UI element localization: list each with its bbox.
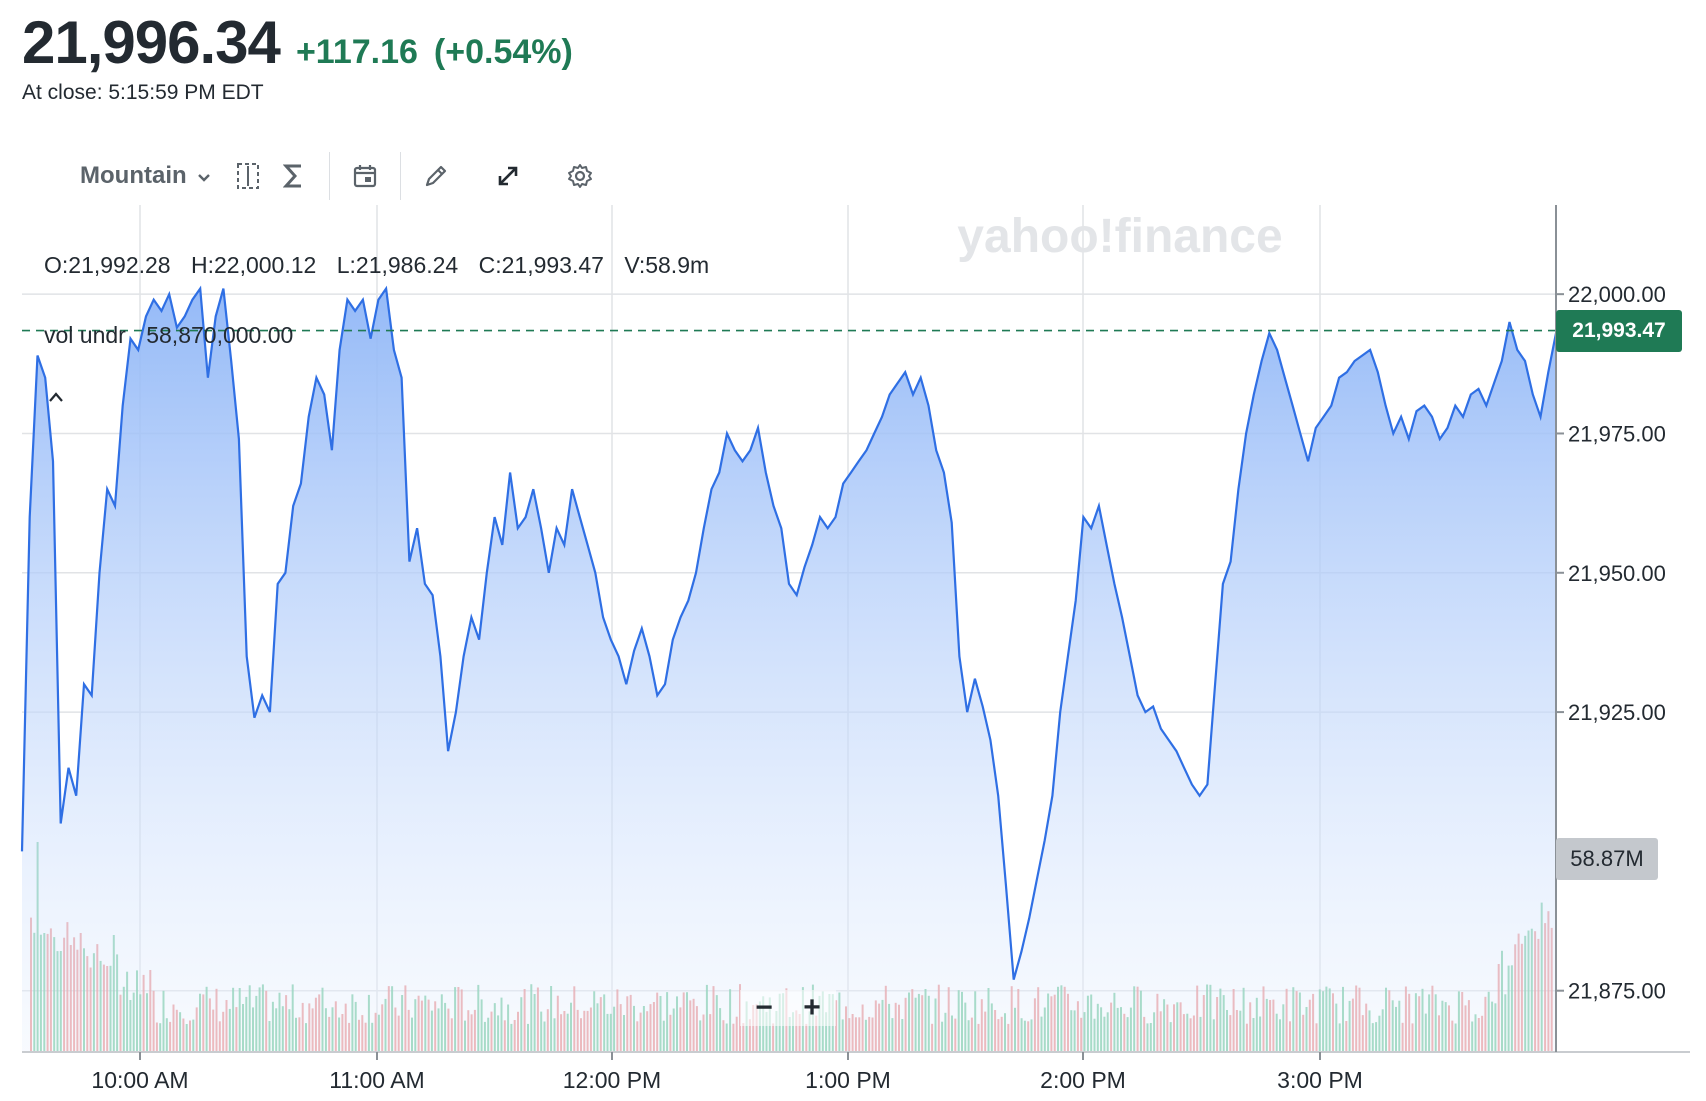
- chart-type-select[interactable]: Mountain: [60, 152, 225, 200]
- x-tick-label: 10:00 AM: [91, 1067, 188, 1093]
- volume-indicator-label: vol undr: [44, 322, 126, 348]
- y-tick-label: 21,925.00: [1568, 700, 1666, 725]
- chevron-down-icon: [197, 162, 211, 190]
- volume-indicator-value: 58,870,000.00: [146, 322, 294, 348]
- ohlc-readout: O:21,992.28 H:22,000.12 L:21,986.24 C:21…: [44, 252, 723, 279]
- yahoo-finance-watermark: yahoo!finance: [957, 210, 1282, 263]
- quote-header: 21,996.34 +117.16 (+0.54%) At close: 5:1…: [22, 8, 573, 105]
- chart-type-label: Mountain: [80, 162, 187, 189]
- zoom-out-button[interactable]: −: [755, 991, 773, 1024]
- volume-value: V:58.9m: [624, 252, 710, 278]
- y-tick-label: 22,000.00: [1568, 282, 1666, 307]
- close-value: C:21,993.47: [478, 252, 604, 278]
- zoom-controls: − +: [740, 990, 836, 1026]
- zoom-in-button[interactable]: +: [803, 991, 821, 1024]
- y-tick-label: 21,975.00: [1568, 421, 1666, 446]
- x-tick-label: 12:00 PM: [563, 1067, 661, 1093]
- high-value: H:22,000.12: [191, 252, 317, 278]
- price-change: +117.16: [295, 33, 418, 71]
- x-axis-labels: 10:00 AM 11:00 AM 12:00 PM 1:00 PM 2:00 PM 3:…: [91, 1052, 1363, 1093]
- x-tick-label: 11:00 AM: [329, 1067, 424, 1093]
- close-timestamp: At close: 5:15:59 PM EDT: [22, 81, 264, 104]
- events-icon[interactable]: [342, 152, 388, 200]
- x-tick-label: 3:00 PM: [1277, 1067, 1363, 1093]
- last-price-tag: 21,993.47: [1556, 309, 1682, 352]
- x-tick-label: 2:00 PM: [1040, 1067, 1126, 1093]
- collapse-caret-icon[interactable]: [48, 386, 64, 409]
- settings-icon[interactable]: [557, 152, 603, 200]
- compare-icon[interactable]: [225, 152, 271, 200]
- last-price: 21,996.34: [22, 9, 281, 76]
- x-tick-label: 1:00 PM: [805, 1067, 891, 1093]
- y-tick-label: 21,950.00: [1568, 561, 1666, 586]
- volume-indicator-readout: vol undr 58,870,000.00: [44, 322, 307, 349]
- price-change-percent: (+0.54%): [433, 33, 573, 71]
- open-value: O:21,992.28: [44, 252, 171, 278]
- y-tick-label: 21,875.00: [1568, 979, 1666, 1004]
- price-line: [20, 285, 1558, 980]
- toolbar-divider: [328, 152, 330, 200]
- toolbar-divider: [399, 152, 401, 200]
- draw-icon[interactable]: [413, 152, 459, 200]
- price-row: 21,996.34 +117.16 (+0.54%): [22, 8, 573, 77]
- y-axis-labels: 22,000.00 21,975.00 21,950.00 21,925.00 21,8…: [1556, 282, 1666, 1004]
- low-value: L:21,986.24: [336, 252, 459, 278]
- chart-toolbar: Mountain: [60, 152, 603, 200]
- volume-tag: 58.87M: [1556, 838, 1658, 880]
- indicators-icon[interactable]: [271, 152, 317, 200]
- expand-icon[interactable]: [485, 152, 531, 200]
- price-area: [22, 288, 1556, 1053]
